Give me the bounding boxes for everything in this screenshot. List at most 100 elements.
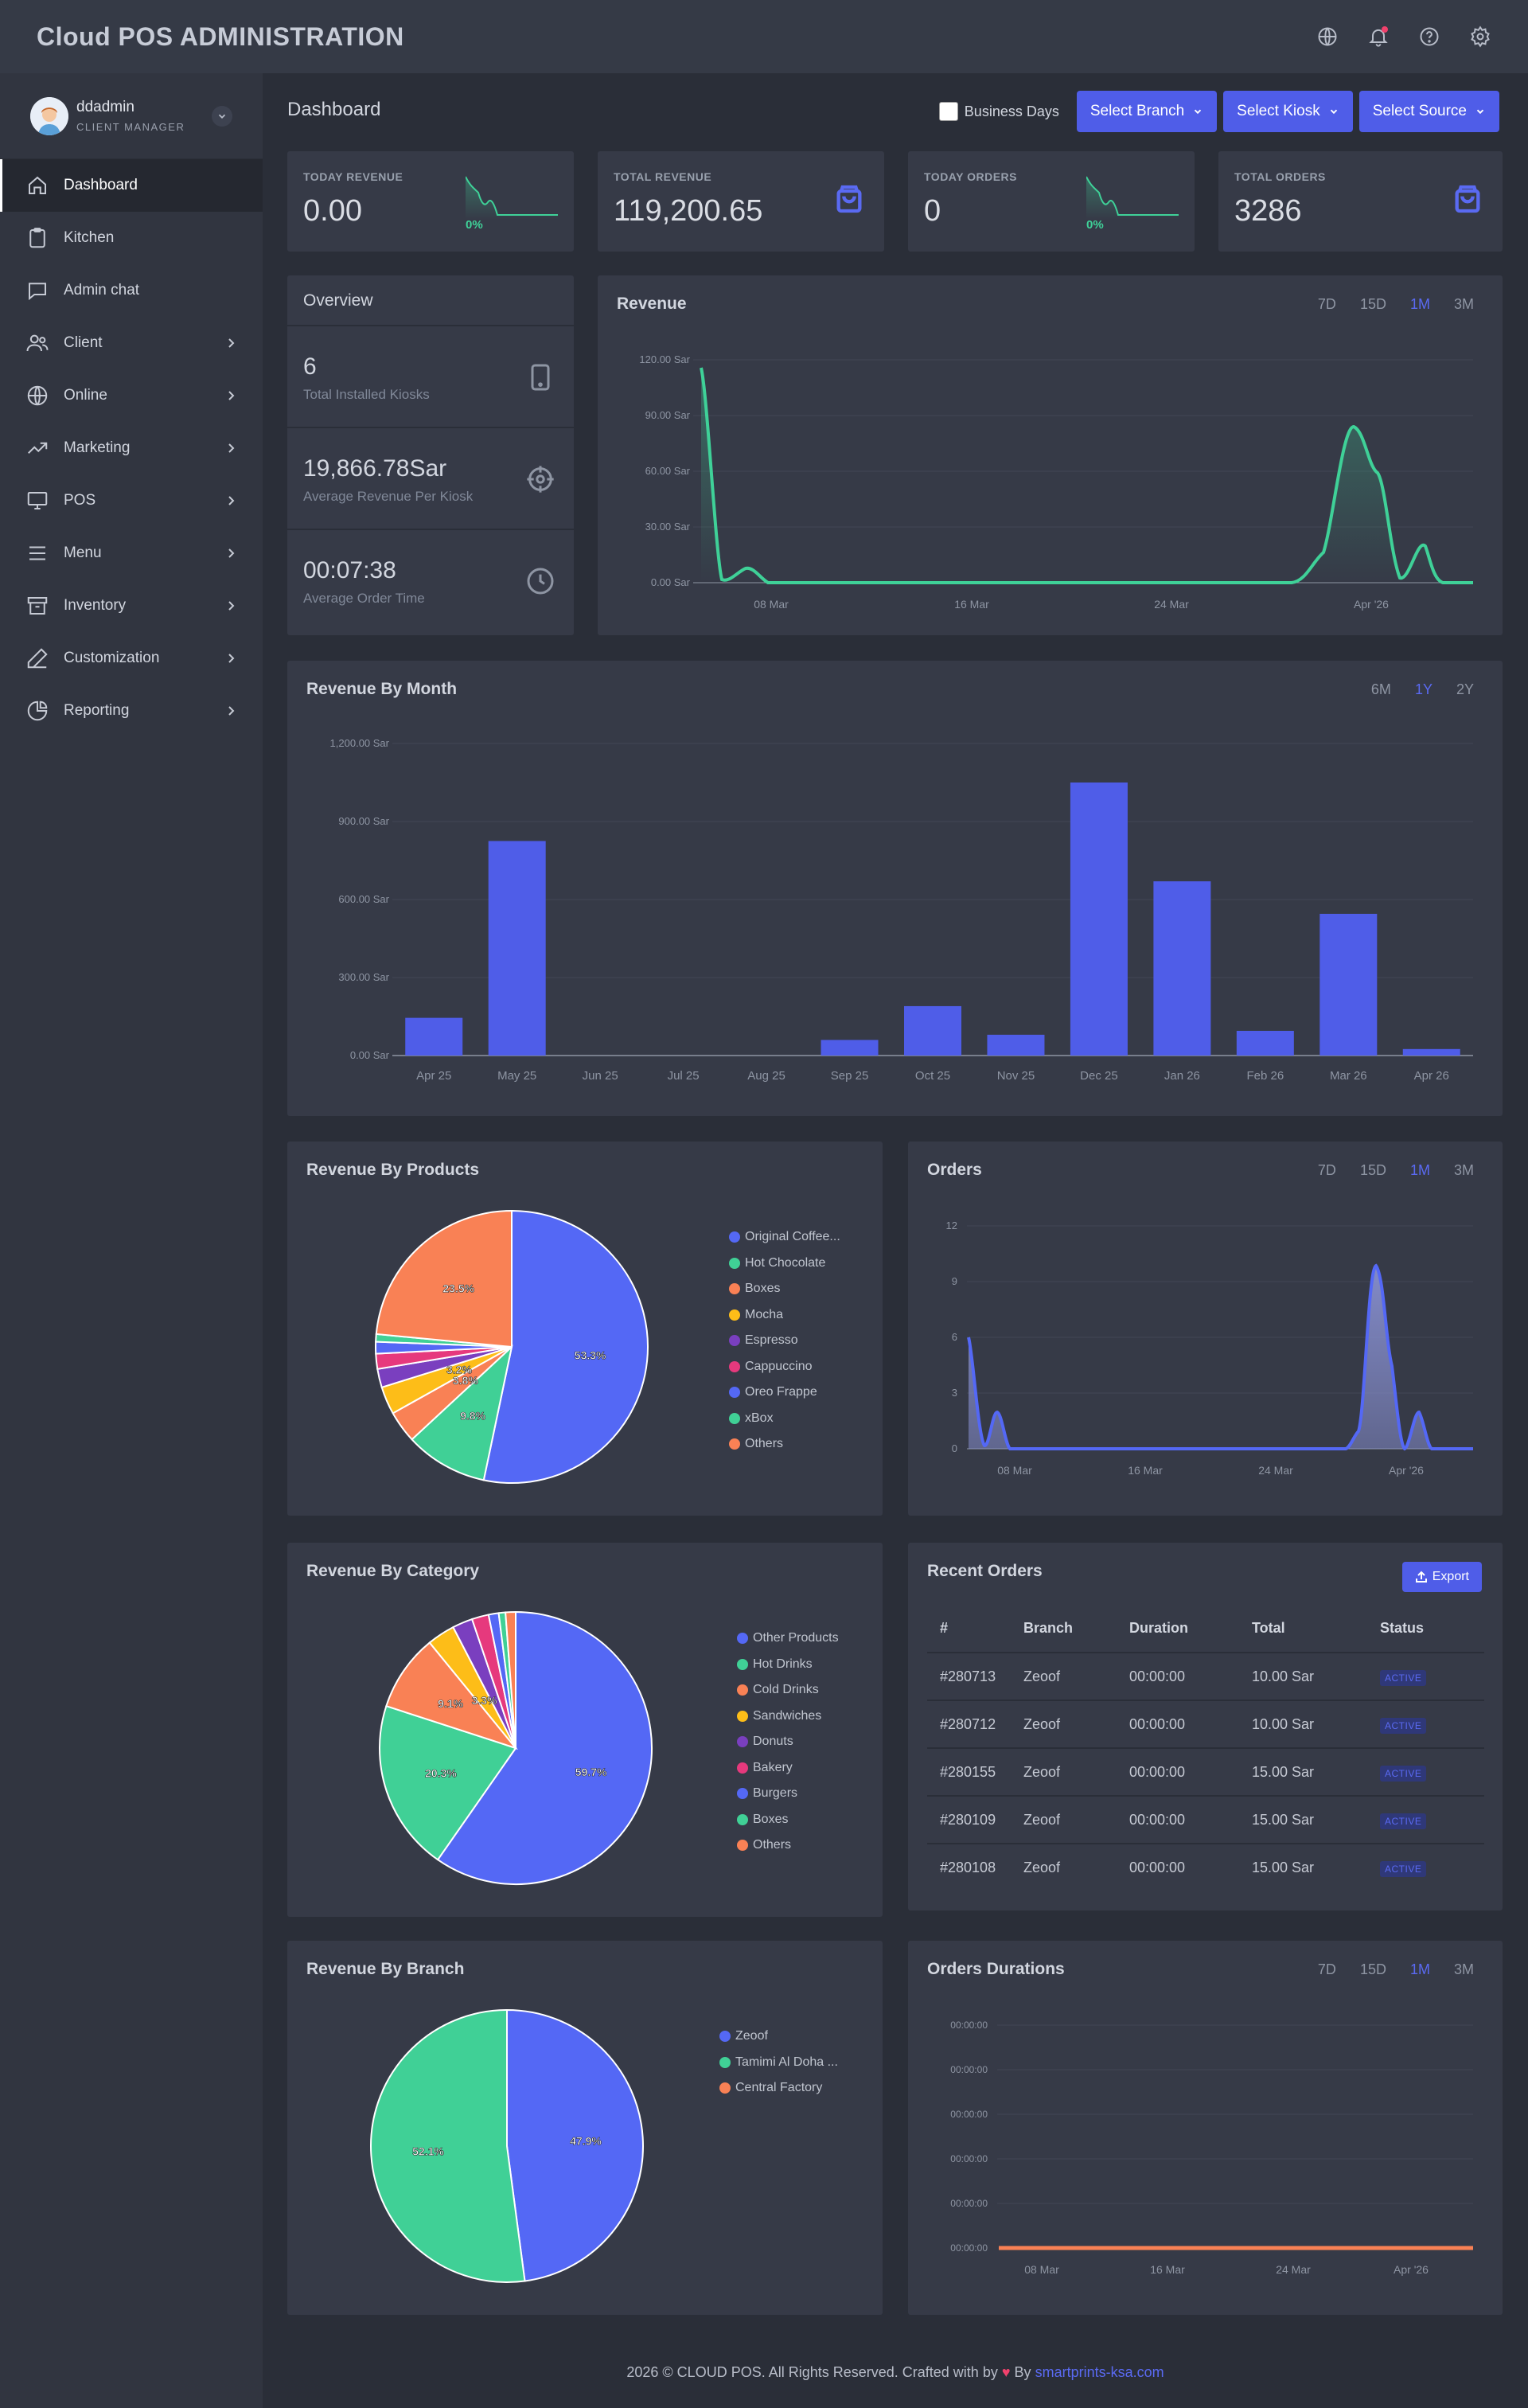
legend-item[interactable]: Espresso bbox=[729, 1328, 840, 1354]
column-header[interactable]: Status bbox=[1367, 1605, 1484, 1653]
bar[interactable] bbox=[488, 841, 546, 1056]
user-profile[interactable]: ddadmin CLIENT MANAGER bbox=[0, 73, 263, 159]
legend-item[interactable]: Oreo Frappe bbox=[729, 1380, 840, 1406]
bar[interactable] bbox=[1319, 913, 1378, 1056]
footer-link[interactable]: smartprints-ksa.com bbox=[1035, 2364, 1164, 2380]
sidebar-item-online[interactable]: Online bbox=[0, 369, 263, 422]
table-row[interactable]: #280108 Zeoof 00:00:00 15.00 Sar ACTIVE bbox=[927, 1844, 1484, 1891]
column-header[interactable]: Branch bbox=[1011, 1605, 1117, 1653]
legend-item[interactable]: xBox bbox=[729, 1406, 840, 1432]
sidebar-item-reporting[interactable]: Reporting bbox=[0, 685, 263, 737]
column-header[interactable]: # bbox=[927, 1605, 1011, 1653]
status-badge: ACTIVE bbox=[1380, 1669, 1427, 1686]
sidebar-item-menu[interactable]: Menu bbox=[0, 527, 263, 580]
settings-icon[interactable] bbox=[1469, 25, 1491, 48]
pie-slice[interactable] bbox=[482, 1209, 649, 1484]
legend-item[interactable]: Tamimi Al Doha ... bbox=[719, 2050, 838, 2076]
period-7d[interactable]: 7D bbox=[1317, 1961, 1336, 1977]
legend-item[interactable]: Zeoof bbox=[719, 2024, 838, 2050]
legend-item[interactable]: Sandwiches bbox=[737, 1704, 839, 1730]
period-15d[interactable]: 15D bbox=[1359, 1162, 1386, 1178]
sidebar-item-admin-chat[interactable]: Admin chat bbox=[0, 264, 263, 317]
period-7d[interactable]: 7D bbox=[1317, 296, 1336, 312]
period-3m[interactable]: 3M bbox=[1453, 1162, 1474, 1178]
sidebar-item-customization[interactable]: Customization bbox=[0, 632, 263, 685]
bell-icon[interactable] bbox=[1367, 25, 1390, 48]
chart-legend: Other Products Hot Drinks Cold Drinks Sa… bbox=[737, 1625, 839, 1859]
period-6m[interactable]: 6M bbox=[1370, 681, 1391, 697]
period-1m[interactable]: 1M bbox=[1409, 1162, 1430, 1178]
sidebar-item-label: Online bbox=[64, 387, 107, 404]
sidebar-item-inventory[interactable]: Inventory bbox=[0, 580, 263, 632]
select-branch-button[interactable]: Select Branch bbox=[1076, 91, 1218, 132]
table-row[interactable]: #280109 Zeoof 00:00:00 15.00 Sar ACTIVE bbox=[927, 1796, 1484, 1844]
pie-slice[interactable] bbox=[411, 1344, 513, 1481]
legend-item[interactable]: Other Products bbox=[737, 1625, 839, 1652]
sidebar-item-client[interactable]: Client bbox=[0, 317, 263, 369]
select-source-button[interactable]: Select Source bbox=[1358, 91, 1499, 132]
bar[interactable] bbox=[821, 1040, 879, 1056]
pie-slice[interactable] bbox=[506, 2008, 645, 2282]
bar[interactable] bbox=[1402, 1048, 1460, 1056]
sidebar-item-label: Menu bbox=[64, 544, 102, 561]
legend-item[interactable]: Burgers bbox=[737, 1781, 839, 1807]
bar[interactable] bbox=[1153, 881, 1211, 1056]
legend-item[interactable]: Boxes bbox=[737, 1807, 839, 1833]
sidebar-item-marketing[interactable]: Marketing bbox=[0, 422, 263, 474]
column-header[interactable]: Duration bbox=[1117, 1605, 1239, 1653]
kpi-value: 0.00 bbox=[303, 194, 362, 228]
period-3m[interactable]: 3M bbox=[1453, 296, 1474, 312]
x-tick-label: Apr 25 bbox=[416, 1069, 451, 1083]
period-15d[interactable]: 15D bbox=[1359, 1961, 1386, 1977]
period-7d[interactable]: 7D bbox=[1317, 1162, 1336, 1178]
export-button[interactable]: Export bbox=[1401, 1562, 1482, 1592]
bar[interactable] bbox=[904, 1005, 961, 1056]
business-days-toggle[interactable]: Business Days bbox=[938, 102, 1059, 121]
table-row[interactable]: #280155 Zeoof 00:00:00 15.00 Sar ACTIVE bbox=[927, 1748, 1484, 1797]
bar[interactable] bbox=[1236, 1030, 1294, 1056]
pie-slice[interactable] bbox=[375, 1209, 513, 1348]
legend-item[interactable]: Bakery bbox=[737, 1755, 839, 1782]
help-icon[interactable] bbox=[1418, 25, 1440, 48]
pie-slice[interactable] bbox=[436, 1610, 653, 1885]
legend-item[interactable]: Boxes bbox=[729, 1276, 840, 1302]
x-tick-label: Jul 25 bbox=[668, 1069, 700, 1083]
legend-item[interactable]: Hot Drinks bbox=[737, 1652, 839, 1678]
period-3m[interactable]: 3M bbox=[1453, 1961, 1474, 1977]
bar[interactable] bbox=[987, 1034, 1045, 1056]
sidebar-item-kitchen[interactable]: Kitchen bbox=[0, 212, 263, 264]
column-header[interactable]: Total bbox=[1239, 1605, 1367, 1653]
sidebar-item-dashboard[interactable]: Dashboard bbox=[0, 159, 263, 212]
x-tick-label: Nov 25 bbox=[997, 1069, 1035, 1083]
table-row[interactable]: #280713 Zeoof 00:00:00 10.00 Sar ACTIVE bbox=[927, 1653, 1484, 1701]
legend-item[interactable]: Central Factory bbox=[719, 2075, 838, 2102]
legend-item[interactable]: Cold Drinks bbox=[737, 1677, 839, 1704]
period-1m[interactable]: 1M bbox=[1409, 296, 1430, 312]
period-selector: 6M 1Y 2Y bbox=[1371, 681, 1474, 698]
user-name: ddadmin bbox=[76, 99, 134, 115]
pie-slice[interactable] bbox=[385, 1641, 518, 1750]
pie-slice[interactable] bbox=[505, 1610, 516, 1749]
bar[interactable] bbox=[405, 1017, 463, 1056]
business-days-checkbox[interactable] bbox=[938, 102, 958, 121]
legend-item[interactable]: Mocha bbox=[729, 1302, 840, 1329]
period-15d[interactable]: 15D bbox=[1359, 296, 1386, 312]
legend-item[interactable]: Others bbox=[729, 1431, 840, 1458]
select-kiosk-button[interactable]: Select Kiosk bbox=[1223, 91, 1353, 132]
legend-item[interactable]: Hot Chocolate bbox=[729, 1251, 840, 1277]
pie-slice[interactable] bbox=[370, 2008, 526, 2283]
legend-item[interactable]: Others bbox=[737, 1832, 839, 1859]
legend-item[interactable]: Donuts bbox=[737, 1729, 839, 1755]
sidebar-item-pos[interactable]: POS bbox=[0, 474, 263, 527]
table-row[interactable]: #280712 Zeoof 00:00:00 10.00 Sar ACTIVE bbox=[927, 1700, 1484, 1749]
legend-item[interactable]: Cappuccino bbox=[729, 1354, 840, 1380]
chevron-down-icon[interactable] bbox=[212, 105, 232, 127]
legend-item[interactable]: Original Coffee... bbox=[729, 1224, 840, 1251]
period-2y[interactable]: 2Y bbox=[1456, 681, 1474, 697]
bar[interactable] bbox=[1070, 783, 1128, 1056]
kpi-value: 0 bbox=[924, 194, 941, 228]
pie-slice[interactable] bbox=[379, 1704, 517, 1861]
globe-icon[interactable] bbox=[1316, 25, 1339, 48]
period-1m[interactable]: 1M bbox=[1409, 1961, 1430, 1977]
period-1y[interactable]: 1Y bbox=[1414, 681, 1432, 697]
